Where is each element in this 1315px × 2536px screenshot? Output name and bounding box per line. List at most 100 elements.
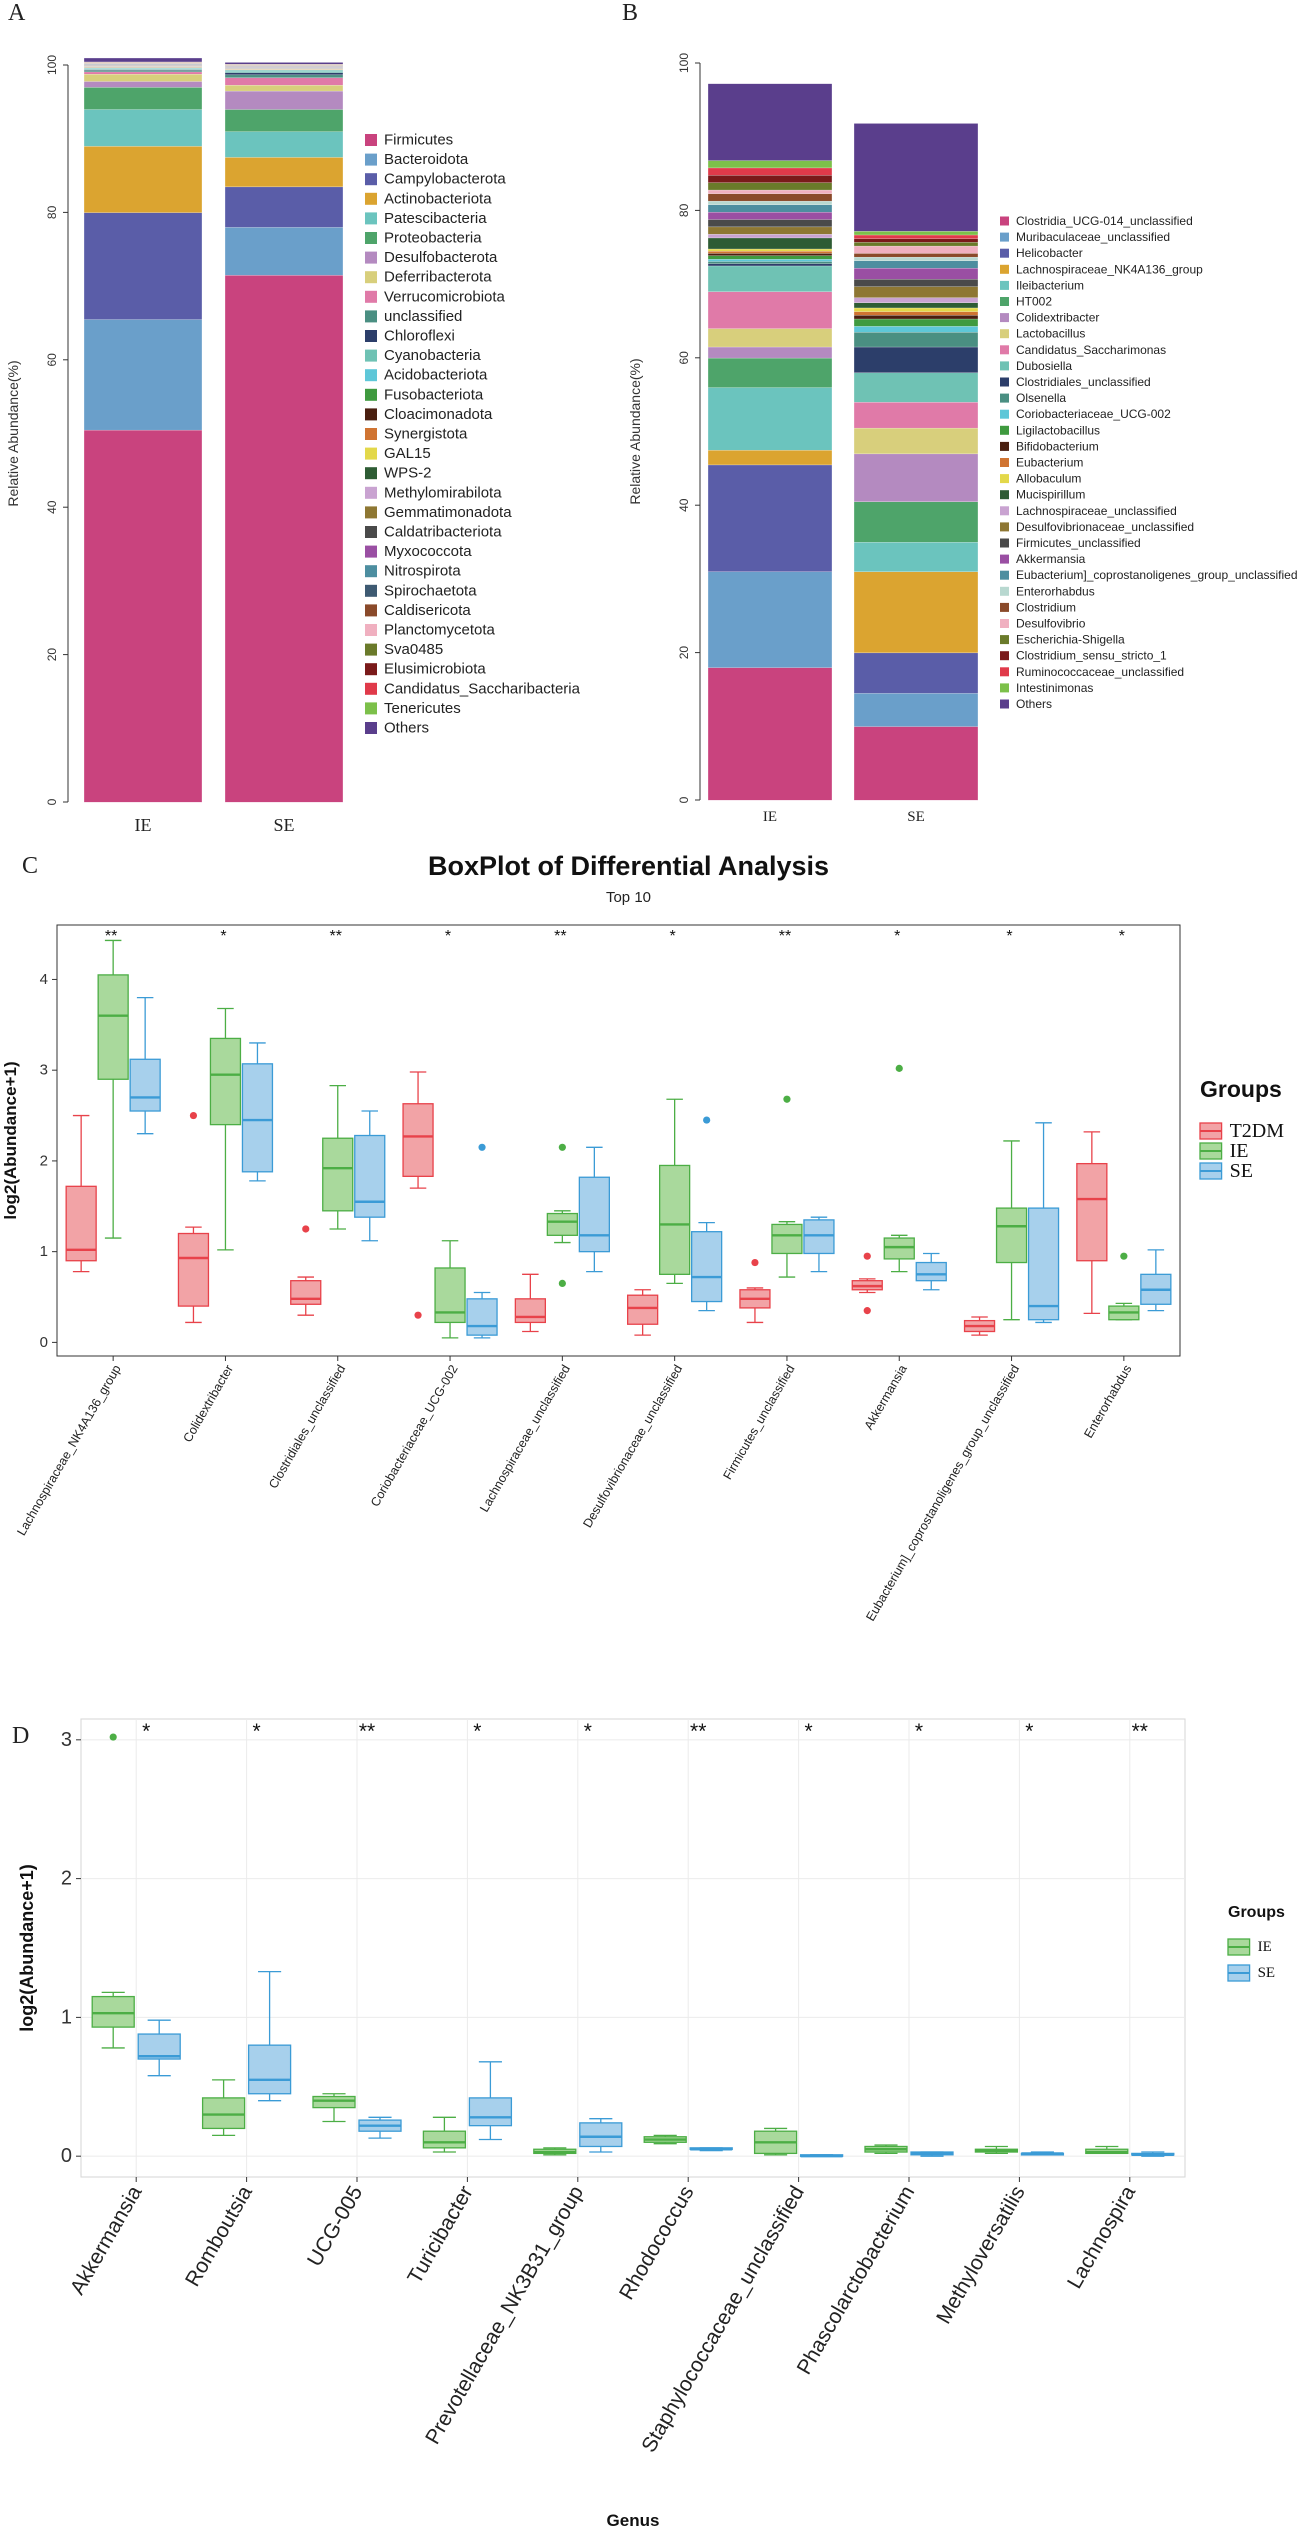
bar-segment-ie-ht002 [707,357,833,388]
legend-swatch-candidatus-saccharibacteria [365,682,377,695]
box-lachnospiraceae-nk4a136-group-t2dm [65,1185,97,1262]
legend-swatch-ileibacterium [1000,280,1009,290]
legend-swatch-unclassified [365,310,377,323]
significance-label: ** [554,928,566,945]
box-coriobacteriaceae-ucg-002-ie [434,1267,466,1324]
significance-label: ** [779,928,791,945]
legend-swatch-clostridia-ucg-014-unclassified [1000,216,1009,226]
bar-segment-ie-clostridia-ucg-014-unclassified [707,667,833,801]
legend-swatch-ht002 [1000,297,1009,306]
y-tick-label: 80 [677,203,691,217]
legend-swatch-colidextribacter [1000,313,1009,323]
box-lachnospiraceae-unclassified-t2dm [514,1298,546,1324]
legend-swatch-clostridium [1000,602,1009,612]
bar-segment-se-others [224,62,344,65]
bar-segment-se-desulfovibrio [853,245,979,254]
legend-label-ligilactobacillus: Ligilactobacillus [1016,423,1100,437]
legend-swatch-tenericutes [365,702,377,715]
legend-label-enterorhabdus: Enterorhabdus [1016,584,1095,598]
legend-label-acidobacteriota: Acidobacteriota [384,367,488,384]
significance-label: * [805,1720,813,1743]
bar-segment-se-unclassified [224,74,344,78]
x-category-label: Colidextribacter [181,1363,237,1445]
legend-swatch-mucispirillum [1000,490,1009,500]
legend-label-fusobacteriota: Fusobacteriota [384,386,484,403]
legend-label-actinobacteriota: Actinobacteriota [384,190,492,207]
box-colidextribacter-t2dm-outlier [189,1111,198,1120]
y-tick-label: 3 [40,1062,48,1079]
chart-c-boxplot-top10: 0 1 2 3 4 log2(Abundance+1) BoxPlot of Differe… [1,851,1284,1623]
y-axis-title: Relative Abundance(%) [627,358,643,504]
box-akkermansia-se [137,2033,181,2060]
bar-segment-se-eubacterium-coprostanoligenes-group-unclassified [853,260,979,269]
chart-b-stacked-genus: 0 20 40 60 80 100 Relative Abundance(%) IE SE Clo… [627,53,1298,825]
y-tick-label: 0 [61,2145,72,2167]
y-tick-label: 0 [45,798,59,805]
bar-segment-se-muribaculaceae-unclassified [853,692,979,727]
legend-label-synergistota: Synergistota [384,426,468,443]
legend-label-clostridia-ucg-014-unclassified: Clostridia_UCG-014_unclassified [1016,214,1193,228]
bar-segment-ie-lachnospiraceae-unclassified [707,233,833,239]
x-category-label: IE [135,815,152,835]
box-eubacterium-coprostanoligenes-group-unclassified-se [1027,1207,1060,1321]
x-axis-title: Genus [607,2511,660,2530]
bar-segment-ie-others [707,83,833,161]
box-colidextribacter-se [241,1063,274,1173]
significance-label: * [445,928,451,945]
legend-swatch-planctomycetota [365,624,377,636]
significance-label: * [1119,928,1125,945]
bar-segment-ie-ruminococcaceae-unclassified [707,167,833,176]
legend-label-methylomirabilota: Methylomirabilota [384,484,502,501]
y-tick-label: 40 [677,498,691,512]
bar-segment-ie-proteobacteria [83,86,203,110]
legend-swatch-desulfovibrio [1000,619,1009,628]
box-turicibacter-se [468,2097,513,2127]
bar-segment-se-eubacterium [853,311,979,316]
box-clostridiales-unclassified-t2dm [290,1280,322,1305]
legend-label-caldatribacteriota: Caldatribacteriota [384,524,502,541]
x-category-label: Lachnospira [1063,2182,1140,2293]
box-desulfovibrionaceae-unclassified-ie [659,1164,691,1275]
legend-swatch-bifidobacterium [1000,441,1009,451]
legend-swatch-actinobacteriota [365,192,377,205]
legend-swatch-verrucomicrobiota [365,290,377,303]
legend-swatch-sva0485 [365,643,377,656]
legend-swatch-synergistota [365,428,377,440]
y-tick-label: 0 [40,1334,48,1351]
legend-label-ie: IE [1258,1939,1272,1955]
bar-segment-se-clostridiales-unclassified [853,346,979,373]
legend-swatch-campylobacterota [365,173,377,186]
box-akkermansia-t2dm-outlier [863,1307,871,1315]
y-tick-label: 80 [45,205,59,219]
bar-segment-ie-lactobacillus [707,328,833,348]
bar-segment-ie-firmicutes-unclassified [707,219,833,228]
box-turicibacter-ie [422,2130,467,2149]
x-category-label: SE [907,809,925,825]
legend-swatch-enterorhabdus [1000,586,1009,596]
x-category-label: Turicibacter [403,2182,477,2288]
chart-d-boxplot-genus: 0 1 2 3 log2(Abundance+1) Genus * Akkermansia * R… [17,1718,1285,2530]
legend-label-patescibacteria: Patescibacteria [384,210,487,227]
bar-segment-se-ligilactobacillus [853,318,979,327]
bar-segment-ie-dubosiella [707,265,833,292]
bar-segment-se-enterorhabdus [853,256,979,261]
legend-swatch-wps-2 [365,467,377,480]
legend-label-myxococcota: Myxococcota [384,543,472,560]
bar-segment-ie-intestinimonas [707,160,833,169]
bar-segment-se-helicobacter [853,652,979,694]
box-akkermansia-ie [883,1237,915,1260]
box-lachnospiraceae-unclassified-ie-outlier [558,1143,566,1151]
legend-label-clostridium-sensu-stricto-1: Clostridium_sensu_stricto_1 [1016,649,1167,663]
legend-swatch-gal15 [365,447,377,460]
box-desulfovibrionaceae-unclassified-t2dm [627,1294,659,1325]
legend-swatch-allobaculum [1000,474,1009,484]
legend-label-others: Others [384,720,429,737]
bar-segment-se-lactobacillus [853,427,979,455]
y-tick-label: 2 [61,1868,72,1890]
box-romboutsia-se [247,2044,292,2095]
legend-swatch-cloacimonadota [365,408,377,421]
legend-swatch-elusimicrobiota [365,663,377,676]
legend-label-lachnospiraceae-nk4a136-group: Lachnospiraceae_NK4A136_group [1016,262,1203,276]
bar-segment-ie-firmicutes [83,429,203,803]
x-category-label: Akkermansia [862,1362,910,1432]
